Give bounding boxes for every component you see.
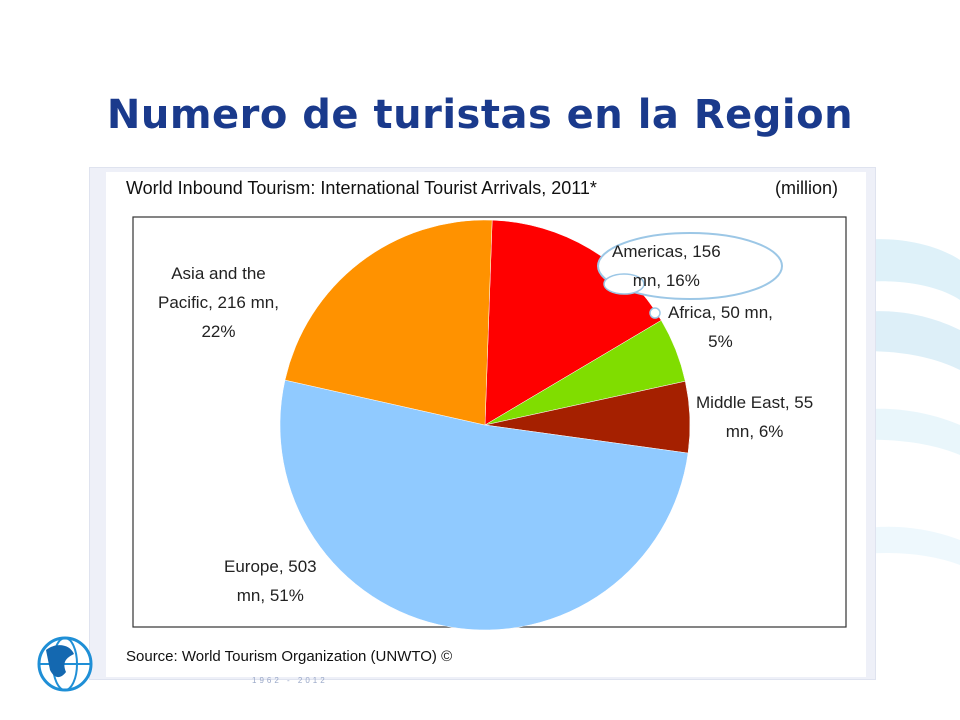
americas-callout-cloud [597, 232, 783, 319]
label-americas-line1: Americas, 156 [612, 242, 721, 261]
label-africa-line1: Africa, 50 mn, [668, 303, 773, 322]
footer-years: 1962 - 2012 [252, 676, 328, 685]
label-europe-line1: Europe, 503 [224, 557, 317, 576]
label-middle-east-line1: Middle East, 55 [696, 393, 814, 412]
source-note: Source: World Tourism Organization (UNWT… [126, 648, 453, 665]
pie-slice-asia-and-the-pacific [284, 219, 493, 426]
label-africa-line2: 5% [708, 332, 733, 351]
chart-title: World Inbound Tourism: International Tou… [126, 178, 597, 198]
chart-units: (million) [775, 178, 838, 198]
label-europe: Europe, 503 mn, 51% [224, 552, 317, 610]
label-africa: Africa, 50 mn, 5% [668, 298, 773, 356]
slide-title: Numero de turistas en la Region [106, 92, 854, 138]
label-americas: Americas, 156 mn, 16% [612, 237, 721, 295]
label-europe-line2: mn, 51% [236, 586, 304, 605]
label-americas-line2: mn, 16% [632, 271, 700, 290]
label-middle-east: Middle East, 55 mn, 6% [696, 388, 813, 446]
label-asia-line2: Pacific, 216 mn, [158, 293, 279, 312]
label-middle-east-line2: mn, 6% [725, 422, 784, 441]
label-asia-line3: 22% [201, 322, 236, 341]
pie-slice-europe [279, 379, 689, 631]
label-asia-line1: Asia and the [171, 264, 266, 283]
label-asia-pacific: Asia and the Pacific, 216 mn, 22% [158, 259, 279, 346]
globe-logo-icon [37, 636, 93, 692]
